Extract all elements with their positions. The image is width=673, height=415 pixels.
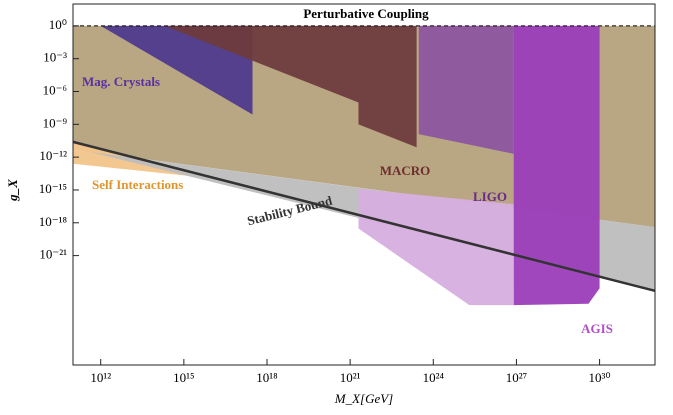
region-label: Mag. Crystals (82, 74, 160, 89)
region-label: AGIS (581, 321, 613, 336)
y-tick-label: 10⁻¹⁸ (39, 214, 68, 229)
y-tick-label: 10⁰ (49, 17, 67, 32)
x-tick-label: 10¹² (90, 370, 111, 385)
x-axis-label: M_X[GeV] (334, 391, 394, 406)
region-label: MACRO (380, 163, 431, 178)
y-tick-label: 10⁻¹⁵ (39, 181, 67, 196)
line-label: Perturbative Coupling (303, 6, 429, 21)
plot-frame (72, 3, 656, 366)
line (72, 140, 656, 293)
y-tick-label: 10⁻³ (43, 50, 67, 65)
x-tick-label: 10¹⁸ (256, 370, 278, 385)
y-tick-label: 10⁻¹² (39, 148, 67, 163)
region (418, 25, 514, 154)
x-tick-label: 10³⁰ (589, 370, 611, 385)
region (100, 25, 253, 115)
y-tick-label: 10⁻⁹ (43, 115, 68, 130)
region-label: Self Interactions (92, 177, 183, 192)
region (164, 25, 417, 148)
y-axis-label: g_X (5, 179, 20, 202)
y-tick-label: 10⁻⁶ (43, 82, 67, 97)
x-tick-label: 10²⁴ (423, 370, 445, 385)
region (358, 188, 514, 306)
y-tick-label: 10⁻²¹ (39, 247, 67, 262)
region (513, 25, 600, 306)
region-label: LIGO (473, 189, 507, 204)
x-tick-label: 10²¹ (340, 370, 361, 385)
x-tick-label: 10¹⁵ (173, 370, 194, 385)
x-tick-label: 10²⁷ (506, 370, 527, 385)
